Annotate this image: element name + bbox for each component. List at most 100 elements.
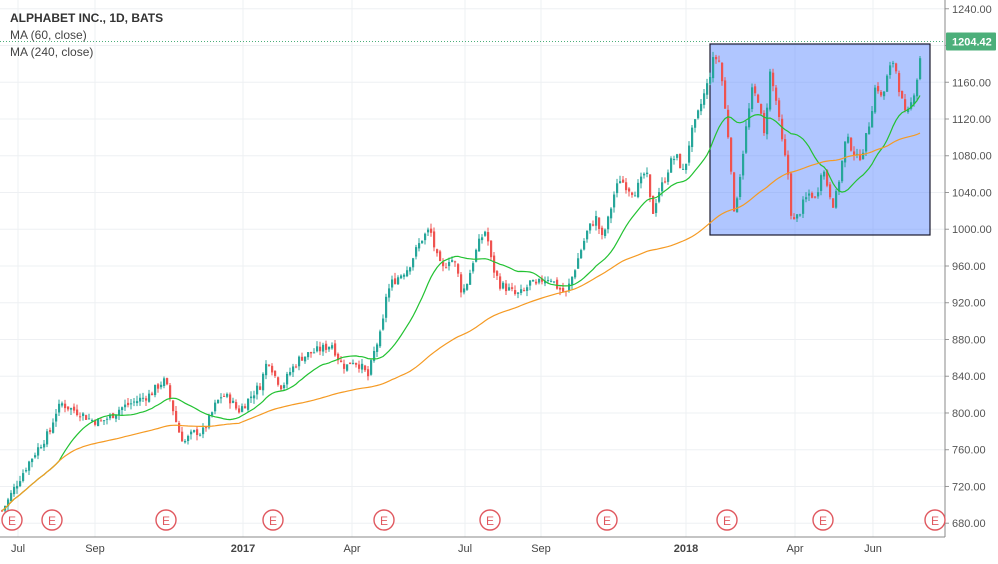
candle-body	[919, 58, 922, 80]
candle-body	[472, 263, 475, 272]
candle-body	[460, 274, 463, 293]
candle-body	[46, 431, 49, 445]
candle-body	[112, 413, 115, 419]
candle-body	[79, 416, 82, 418]
candle-body	[799, 214, 802, 216]
candle-body	[862, 152, 865, 160]
candle-body	[367, 369, 370, 377]
candle-body	[619, 181, 622, 184]
candle-body	[277, 377, 280, 385]
candle-body	[520, 289, 523, 293]
candle-body	[742, 153, 745, 176]
earnings-marker[interactable]	[479, 509, 501, 531]
candle-body	[1, 510, 4, 512]
candle-body	[706, 83, 709, 95]
candle-body	[130, 403, 133, 405]
candle-body	[664, 181, 667, 183]
candle-body	[772, 72, 775, 87]
candle-body	[457, 264, 460, 274]
candle-body	[679, 153, 682, 169]
earnings-marker[interactable]	[716, 509, 738, 531]
y-tick-label: 1040.00	[952, 187, 992, 199]
candle-body	[676, 154, 679, 158]
candle-body	[391, 279, 394, 288]
candle-body	[490, 240, 493, 258]
y-tick-label: 840.00	[952, 371, 986, 383]
candle-body	[94, 420, 97, 425]
earnings-marker[interactable]	[262, 509, 284, 531]
candle-body	[166, 378, 169, 385]
candle-body	[253, 395, 256, 399]
candle-body	[220, 397, 223, 399]
candle-body	[319, 346, 322, 352]
earnings-marker[interactable]	[373, 509, 395, 531]
candle-body	[883, 91, 886, 97]
chart-legend: ALPHABET INC., 1D, BATS MA (60, close) M…	[10, 10, 163, 61]
candle-body	[40, 447, 43, 449]
x-tick-label: Sep	[531, 543, 551, 555]
candle-body	[703, 93, 706, 105]
candle-body	[712, 57, 715, 79]
candle-body	[673, 158, 676, 161]
candle-body	[628, 188, 631, 192]
candle-body	[358, 364, 361, 369]
candle-body	[346, 364, 349, 371]
candle-body	[499, 276, 502, 289]
candle-body	[244, 406, 247, 409]
candle-body	[163, 378, 166, 386]
candle-body	[352, 362, 355, 364]
earnings-marker[interactable]	[1, 509, 23, 531]
y-tick-label: 720.00	[952, 481, 986, 493]
candle-body	[433, 231, 436, 248]
candle-body	[757, 94, 760, 103]
candle-body	[688, 145, 691, 163]
candle-body	[586, 230, 589, 240]
candle-body	[223, 395, 226, 397]
candle-body	[721, 62, 724, 82]
x-tick-label: 2018	[674, 543, 698, 555]
candle-body	[52, 422, 55, 433]
earnings-marker-label: E	[8, 514, 16, 528]
earnings-marker[interactable]	[41, 509, 63, 531]
candle-body	[874, 87, 877, 113]
candle-body	[856, 153, 859, 155]
candle-body	[364, 365, 367, 371]
candle-body	[340, 360, 343, 362]
candle-body	[283, 385, 286, 389]
x-tick-label: Sep	[85, 543, 105, 555]
candle-body	[568, 283, 571, 291]
selection-rectangle[interactable]	[709, 43, 931, 236]
candle-body	[613, 194, 616, 208]
candle-body	[268, 364, 271, 366]
candle-body	[232, 400, 235, 403]
earnings-marker[interactable]	[596, 509, 618, 531]
candle-body	[289, 371, 292, 375]
y-tick-label: 800.00	[952, 408, 986, 420]
candle-body	[436, 249, 439, 254]
candle-body	[553, 281, 556, 283]
candle-body	[148, 393, 151, 402]
candle-body	[394, 278, 397, 284]
candle-body	[778, 100, 781, 117]
candle-body	[775, 87, 778, 101]
candle-body	[580, 250, 583, 259]
earnings-marker[interactable]	[924, 509, 946, 531]
earnings-marker-label: E	[48, 514, 56, 528]
candle-body	[172, 400, 175, 412]
candle-body	[727, 109, 730, 138]
candle-body	[178, 422, 181, 433]
candle-body	[823, 171, 826, 177]
candle-body	[730, 137, 733, 172]
ma60-line	[1, 95, 921, 512]
candle-body	[262, 373, 265, 391]
y-tick-label: 1160.00	[952, 77, 991, 89]
y-tick-label: 1000.00	[952, 224, 992, 236]
candle-body	[859, 153, 862, 161]
earnings-marker[interactable]	[812, 509, 834, 531]
candle-body	[907, 108, 910, 113]
earnings-marker[interactable]	[155, 509, 177, 531]
candle-body	[844, 141, 847, 163]
candle-body	[103, 420, 106, 422]
candle-body	[88, 418, 91, 420]
earnings-marker-label: E	[819, 514, 827, 528]
